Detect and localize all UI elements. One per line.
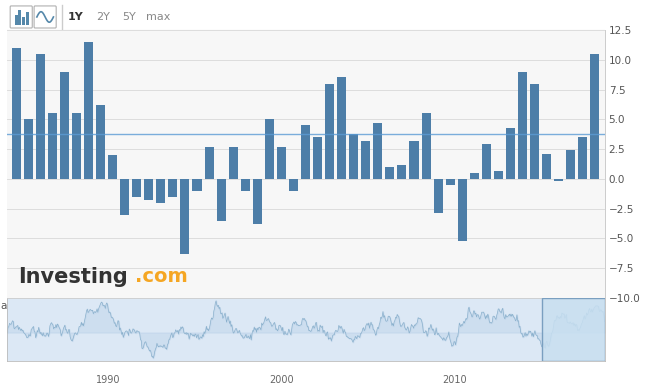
Bar (518, 72, 527, 179)
Bar (22, 18, 25, 25)
Bar (554, 179, 563, 181)
Bar (590, 54, 599, 179)
Bar (566, 150, 575, 179)
Bar (96, 105, 105, 179)
Bar (36, 54, 45, 179)
Bar (410, 141, 419, 179)
Bar (385, 167, 395, 179)
Text: 5Y: 5Y (122, 12, 136, 22)
Bar (541, 298, 604, 361)
Bar (470, 173, 479, 179)
Bar (12, 48, 21, 179)
Text: .com: .com (135, 267, 188, 286)
Bar (181, 179, 189, 254)
Bar (541, 298, 604, 361)
FancyBboxPatch shape (34, 6, 56, 28)
Bar (192, 179, 202, 191)
Bar (446, 179, 455, 185)
Bar (373, 123, 382, 179)
Bar (277, 147, 286, 179)
Bar (422, 113, 430, 179)
Bar (144, 179, 153, 200)
Bar (337, 76, 346, 179)
Bar (349, 134, 358, 179)
Bar (578, 137, 588, 179)
Bar (229, 147, 238, 179)
Bar (253, 179, 262, 224)
FancyBboxPatch shape (10, 6, 32, 28)
Bar (542, 154, 551, 179)
Bar (240, 179, 250, 191)
Bar (72, 113, 81, 179)
Bar (205, 147, 214, 179)
Bar (530, 84, 539, 179)
Text: 1Y: 1Y (68, 12, 83, 22)
Bar (301, 125, 310, 179)
Bar (325, 84, 334, 179)
Bar (216, 179, 226, 220)
Bar (156, 179, 165, 203)
Bar (120, 179, 129, 215)
Bar (361, 141, 370, 179)
Bar (506, 128, 515, 179)
Text: 1990: 1990 (96, 375, 120, 384)
Text: Investing: Investing (18, 266, 128, 286)
Bar (132, 179, 141, 197)
Bar (18, 10, 21, 25)
Text: 2000: 2000 (269, 375, 294, 384)
Bar (15, 15, 18, 25)
Text: 2010: 2010 (443, 375, 467, 384)
Bar (289, 179, 298, 191)
Bar (434, 179, 443, 214)
Bar (482, 144, 491, 179)
Text: max: max (146, 12, 170, 22)
Bar (48, 113, 57, 179)
Bar (84, 42, 93, 179)
Bar (23, 119, 32, 179)
Bar (458, 179, 467, 241)
Bar (168, 179, 177, 197)
Bar (265, 119, 274, 179)
Bar (60, 72, 69, 179)
Bar (313, 137, 322, 179)
Bar (494, 170, 503, 179)
Bar (26, 12, 29, 25)
Bar (108, 155, 117, 179)
Bar (397, 165, 406, 179)
Text: 2Y: 2Y (96, 12, 110, 22)
